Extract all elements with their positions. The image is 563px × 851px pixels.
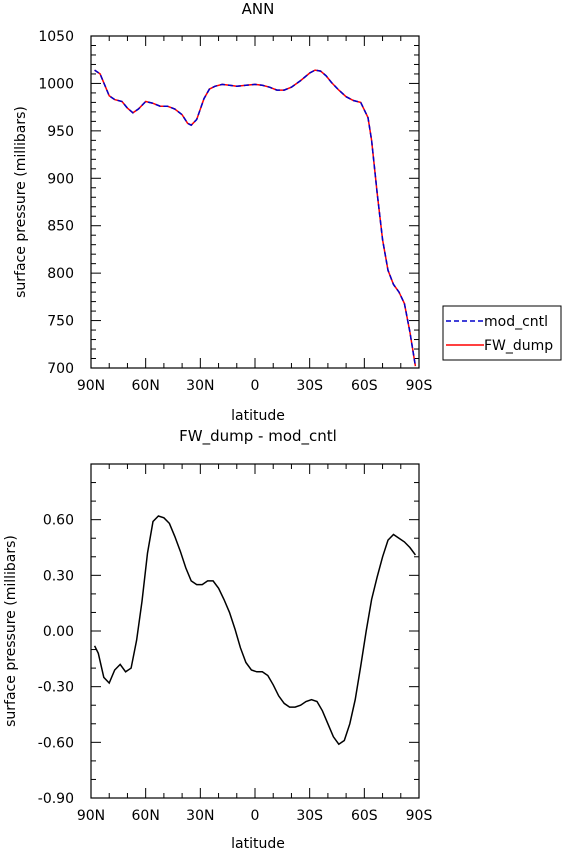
- top-y-tick-label: 750: [47, 314, 74, 330]
- top-chart-title: ANN: [242, 0, 275, 18]
- legend-label-mod-cntl: mod_cntl: [484, 314, 548, 330]
- bottom-panel: FW_dump - mod_cntl 90N 60N 30N 0 30S 60S 90S -0…: [3, 427, 432, 851]
- top-y-tick-label: 1050: [38, 29, 74, 45]
- top-y-tick-label: 850: [47, 219, 74, 235]
- top-x-tick-label: 30N: [186, 378, 214, 394]
- top-x-axis-label: latitude: [231, 408, 285, 424]
- bottom-series-line: [93, 515, 417, 746]
- top-y-tick-label: 900: [47, 171, 74, 187]
- bottom-y-tick-label: 0.60: [43, 513, 74, 529]
- top-x-tick-label: 90S: [406, 378, 433, 394]
- legend-box: [442, 305, 562, 361]
- bottom-series: [93, 515, 417, 746]
- top-series: [94, 69, 417, 367]
- bottom-ticks: 90N 60N 30N 0 30S 60S 90S -0.90 -0.60 -0.30 0.00 0.…: [38, 463, 433, 824]
- top-series-line-mod-cntl: [94, 69, 417, 367]
- legend: mod_cntl FW_dump: [442, 305, 562, 361]
- bottom-y-tick-label: -0.90: [38, 791, 74, 807]
- bottom-y-axis-label: surface pressure (millibars): [3, 535, 19, 727]
- bottom-plot-frame: [90, 463, 420, 799]
- top-y-tick-label: 1000: [38, 76, 74, 92]
- bottom-y-tick-label: 0.00: [43, 624, 74, 640]
- top-y-tick-label: 800: [47, 266, 74, 282]
- bottom-x-tick-label: 0: [251, 808, 260, 824]
- top-series-line-fw-dump: [94, 69, 417, 367]
- top-x-tick-label: 60S: [351, 378, 378, 394]
- bottom-x-tick-label: 60S: [351, 808, 378, 824]
- bottom-chart-title: FW_dump - mod_cntl: [179, 427, 337, 446]
- top-x-tick-label: 0: [251, 378, 260, 394]
- legend-label-fw-dump: FW_dump: [484, 338, 553, 354]
- bottom-x-tick-label: 60N: [132, 808, 160, 824]
- top-x-tick-label: 30S: [296, 378, 323, 394]
- bottom-y-tick-label: 0.30: [43, 568, 74, 584]
- top-y-tick-label: 950: [47, 124, 74, 140]
- bottom-x-tick-label: 90S: [406, 808, 433, 824]
- top-plot-frame: [90, 35, 420, 369]
- bottom-y-tick-label: -0.60: [38, 735, 74, 751]
- top-y-tick-label: 700: [47, 361, 74, 377]
- top-panel: ANN 90N 60N 30N 0 30S 60S 90S 700 750 800 850 900 95…: [13, 0, 562, 424]
- top-x-tick-label: 90N: [77, 378, 105, 394]
- bottom-x-axis-label: latitude: [231, 836, 285, 851]
- top-x-tick-label: 60N: [132, 378, 160, 394]
- bottom-x-tick-label: 90N: [77, 808, 105, 824]
- top-y-axis-label: surface pressure (millibars): [13, 106, 29, 298]
- bottom-y-tick-label: -0.30: [38, 680, 74, 696]
- bottom-x-tick-label: 30N: [186, 808, 214, 824]
- bottom-x-tick-label: 30S: [296, 808, 323, 824]
- top-ticks: 90N 60N 30N 0 30S 60S 90S 700 750 800 850 900 950 100…: [38, 29, 432, 394]
